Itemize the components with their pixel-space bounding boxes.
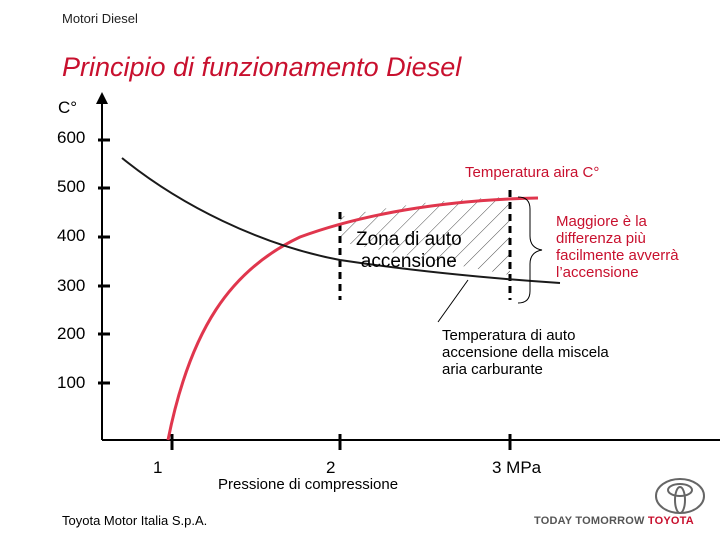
difference-note: Maggiore è la differenza più facilmente … — [556, 213, 679, 281]
y-tick-label: 200 — [57, 324, 86, 343]
y-tick-label: 500 — [57, 177, 86, 196]
y-tick-label: 600 — [57, 128, 86, 147]
autoignition-temperature-label: Temperatura di auto accensione della mis… — [442, 327, 609, 378]
y-ticks — [98, 138, 110, 385]
y-tick-label: 100 — [57, 373, 86, 392]
toyota-logo-icon — [655, 478, 705, 514]
x-tick-label: 1 — [153, 458, 163, 477]
leader-line — [437, 279, 469, 323]
zone-label: Zona di auto accensione — [356, 229, 462, 272]
x-ticks — [170, 434, 512, 450]
air-temperature-label: Temperatura aira C° — [465, 164, 600, 181]
autoignition-zone-hatch — [340, 197, 510, 275]
x-axis-label: Pressione di compressione — [218, 476, 399, 493]
x-tick-label: 3 MPa — [492, 458, 542, 477]
page-title: Principio di funzionamento Diesel — [62, 52, 462, 82]
y-axis-unit: C° — [58, 98, 78, 117]
footer-company: Toyota Motor Italia S.p.A. — [62, 513, 208, 528]
y-tick-label: 400 — [57, 226, 86, 245]
section-header: Motori Diesel — [62, 11, 138, 26]
y-axis-arrow — [96, 92, 108, 104]
footer-tagline: TODAY TOMORROW TOYOTA — [534, 515, 694, 527]
y-tick-label: 300 — [57, 276, 86, 295]
difference-brace — [517, 196, 543, 304]
x-tick-label: 2 — [326, 458, 336, 477]
air-temperature-curve — [166, 196, 539, 441]
autoignition-temperature-curve — [121, 157, 561, 284]
